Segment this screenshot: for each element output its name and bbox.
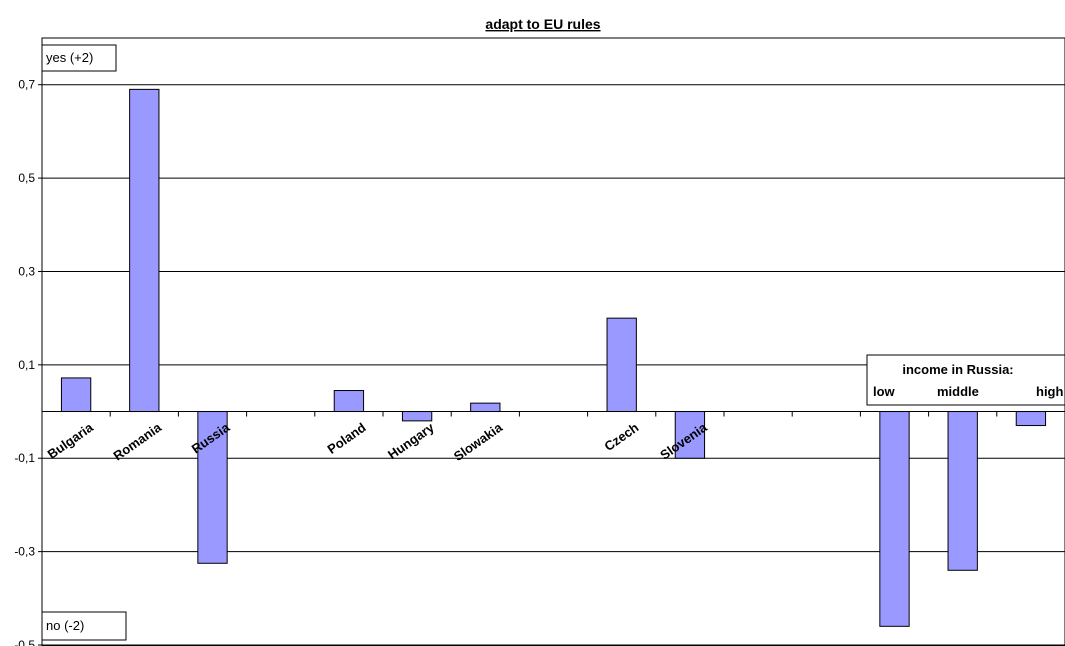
plot-area bbox=[41, 37, 1065, 646]
bar bbox=[606, 317, 637, 413]
y-tick-label: 0,5 bbox=[18, 171, 35, 185]
yes-annotation-box bbox=[41, 44, 117, 72]
income-legend-high: high bbox=[1036, 384, 1063, 399]
y-tick-label: 0,1 bbox=[18, 358, 35, 372]
bar bbox=[333, 390, 365, 413]
y-tick-label: -0,3 bbox=[14, 545, 35, 559]
y-tick-label: 0,3 bbox=[18, 264, 35, 278]
bar bbox=[674, 411, 706, 459]
bar bbox=[1015, 411, 1047, 427]
bar bbox=[197, 411, 228, 564]
y-tick-label: 0,7 bbox=[18, 78, 35, 92]
bar bbox=[879, 411, 910, 627]
plot-frame bbox=[41, 37, 1065, 646]
income-legend-middle: middle bbox=[937, 384, 979, 399]
bar bbox=[60, 377, 92, 413]
y-axis: -0,5 -0,3 -0,1 0,1 0,3 0,5 0,7 bbox=[14, 78, 42, 646]
income-legend-low: low bbox=[873, 384, 896, 399]
chart-title: adapt to EU rules bbox=[485, 16, 600, 32]
x-axis bbox=[41, 411, 1065, 417]
income-legend-box bbox=[866, 354, 1065, 406]
income-legend: income in Russia: low middle high bbox=[866, 354, 1065, 406]
yes-annotation-text: yes (+2) bbox=[46, 50, 93, 65]
y-tick-label: -0,1 bbox=[14, 451, 35, 465]
income-legend-title: income in Russia: bbox=[902, 362, 1013, 377]
no-annotation-text: no (-2) bbox=[46, 618, 84, 633]
y-tick-label: -0,5 bbox=[14, 638, 35, 646]
no-annotation-box bbox=[41, 611, 127, 641]
bar bbox=[129, 88, 160, 413]
bar bbox=[947, 411, 978, 571]
bar bbox=[470, 402, 501, 413]
bar-series bbox=[60, 88, 1047, 627]
no-annotation: no (-2) bbox=[41, 611, 127, 641]
yes-annotation: yes (+2) bbox=[41, 44, 117, 72]
